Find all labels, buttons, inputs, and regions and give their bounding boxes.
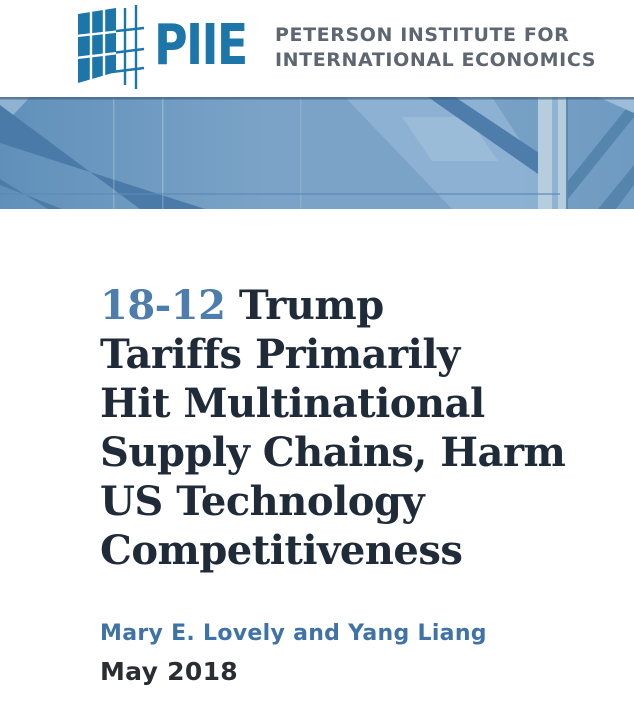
banner-image	[0, 97, 634, 209]
title-line: Competitiveness	[100, 527, 463, 574]
piie-logo[interactable]: PIIE PETERSON INSTITUTE FOR INTERNATIONA…	[62, 4, 596, 89]
title-line: Tariffs Primarily	[100, 331, 460, 378]
title-line: 18-12 Trump	[100, 281, 606, 330]
title-report-number: 18-12	[100, 282, 226, 329]
title-line: US Technology	[100, 478, 425, 525]
article-date: May 2018	[100, 657, 238, 686]
article-main: 18-12 Trump Tariffs Primarily Hit Multin…	[0, 209, 634, 686]
article-authors-link[interactable]: Mary E. Lovely and Yang Liang	[100, 621, 487, 646]
article-title: 18-12 Trump Tariffs Primarily Hit Multin…	[100, 281, 606, 575]
org-name: PETERSON INSTITUTE FOR INTERNATIONAL ECO…	[275, 23, 596, 73]
title-line: Supply Chains, Harm	[100, 429, 566, 476]
piie-building-icon	[78, 4, 144, 89]
building-facade-graphic	[0, 97, 634, 209]
title-line-text: Trump	[225, 282, 384, 329]
site-header: PIIE PETERSON INSTITUTE FOR INTERNATIONA…	[0, 0, 634, 97]
org-name-line2: INTERNATIONAL ECONOMICS	[274, 48, 597, 71]
org-name-line1: PETERSON INSTITUTE FOR	[274, 23, 570, 46]
title-line: Hit Multinational	[100, 380, 485, 427]
piie-wordmark: PIIE	[154, 12, 248, 78]
